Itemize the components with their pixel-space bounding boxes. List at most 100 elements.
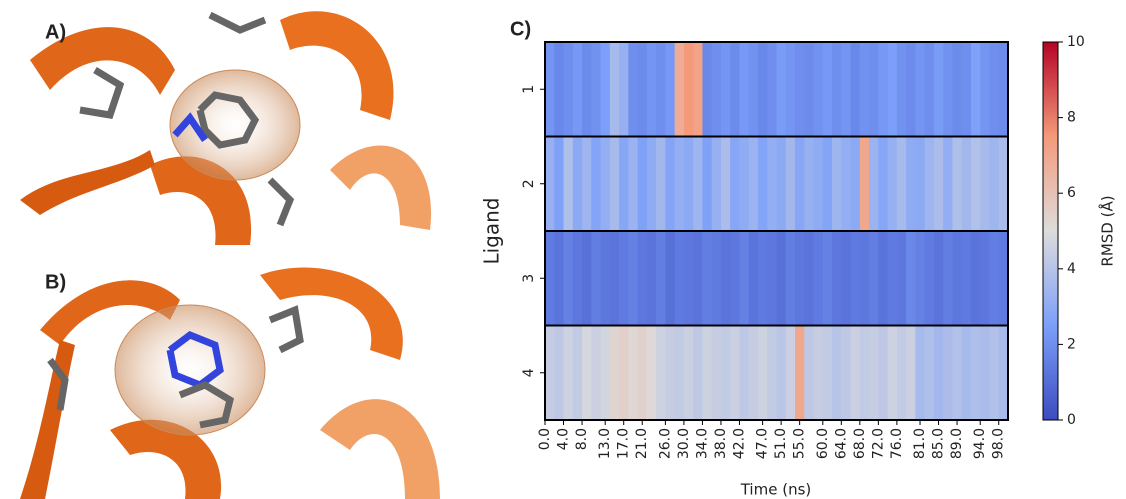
heatmap-cell	[878, 137, 888, 232]
heatmap-cell	[601, 137, 611, 232]
heatmap-cell	[915, 326, 925, 421]
heatmap-cell	[545, 326, 555, 421]
heatmap-cell	[869, 42, 879, 137]
heatmap-cell	[888, 137, 898, 232]
heatmap-cell	[656, 137, 666, 232]
heatmap-cell	[739, 42, 749, 137]
heatmap-cell	[545, 137, 555, 232]
x-tick-label: 81.0	[912, 428, 928, 459]
heatmap-cell	[915, 42, 925, 137]
heatmap-cell	[656, 42, 666, 137]
heatmap-cell	[767, 137, 777, 232]
heatmap-cell	[795, 326, 805, 421]
heatmap-cell	[906, 326, 916, 421]
heatmap-cell	[814, 326, 824, 421]
heatmap-cell	[915, 137, 925, 232]
heatmap-cell	[601, 231, 611, 326]
heatmap-cell	[638, 231, 648, 326]
heatmap-cell	[767, 42, 777, 137]
heatmap-cell	[749, 137, 759, 232]
heatmap-cell	[730, 231, 740, 326]
heatmap-cell	[851, 231, 861, 326]
heatmap-cell	[878, 326, 888, 421]
y-tick-label: 2	[521, 179, 537, 188]
heatmap-cell	[841, 326, 851, 421]
heatmap-cell	[721, 42, 731, 137]
heatmap-cell	[860, 42, 870, 137]
heatmap-cell	[739, 137, 749, 232]
panel-label: C)	[510, 18, 531, 40]
heatmap-cell	[582, 231, 592, 326]
heatmap-cell	[758, 326, 768, 421]
heatmap-cell	[545, 42, 555, 137]
heatmap-cell	[925, 42, 935, 137]
heatmap-cell	[962, 137, 972, 232]
heatmap-cell	[888, 42, 898, 137]
heatmap-cell	[619, 137, 629, 232]
heatmap-cell	[665, 326, 675, 421]
heatmap-cell	[582, 137, 592, 232]
heatmap-cell	[610, 326, 620, 421]
heatmap-cell	[777, 42, 787, 137]
heatmap-cell	[869, 137, 879, 232]
heatmap-cell	[980, 42, 990, 137]
heatmap-cell	[795, 137, 805, 232]
heatmap-cell	[647, 326, 657, 421]
heatmap-cell	[675, 326, 685, 421]
heatmap-cell	[693, 231, 703, 326]
heatmap-cell	[906, 42, 916, 137]
x-tick-label: 85.0	[931, 428, 947, 459]
heatmap-cell	[851, 137, 861, 232]
heatmap-cell	[851, 326, 861, 421]
heatmap-cell	[888, 231, 898, 326]
panel-b-image	[0, 258, 450, 499]
x-tick-label: 17.0	[616, 428, 632, 459]
heatmap-cell	[573, 137, 583, 232]
x-tick-label: 47.0	[755, 428, 771, 459]
heatmap-cell	[934, 231, 944, 326]
heatmap-cell	[878, 231, 888, 326]
heatmap-cell	[739, 231, 749, 326]
x-tick-label: 21.0	[634, 428, 650, 459]
heatmap-cell	[702, 137, 712, 232]
x-tick-label: 89.0	[949, 428, 965, 459]
heatmap-cell	[721, 231, 731, 326]
heatmap-cell	[952, 326, 962, 421]
heatmap-cell	[980, 231, 990, 326]
heatmap-cell	[999, 42, 1009, 137]
heatmap-cell	[878, 42, 888, 137]
heatmap-cell	[591, 231, 601, 326]
heatmap-cell	[628, 326, 638, 421]
y-tick-label: 3	[521, 274, 537, 283]
heatmap-cell	[971, 231, 981, 326]
heatmap-cell	[564, 137, 574, 232]
heatmap-cell	[897, 42, 907, 137]
heatmap-cell	[860, 326, 870, 421]
x-tick-label: 42.0	[731, 428, 747, 459]
colorbar-tick-label: 0	[1067, 412, 1076, 428]
heatmap-cell	[693, 326, 703, 421]
heatmap-cell	[749, 231, 759, 326]
heatmap-cell	[545, 231, 555, 326]
heatmap-cell	[841, 42, 851, 137]
heatmap-cell	[554, 137, 564, 232]
heatmap-cell	[888, 326, 898, 421]
panel-label: A)	[45, 21, 66, 43]
heatmap-cell	[573, 231, 583, 326]
heatmap-cell	[786, 42, 796, 137]
heatmap-cell	[582, 42, 592, 137]
heatmap-cell	[823, 231, 833, 326]
heatmap-cell	[777, 231, 787, 326]
heatmap-cell	[814, 42, 824, 137]
heatmap-cell	[999, 231, 1009, 326]
heatmap-cell	[906, 231, 916, 326]
x-tick-label: 64.0	[833, 428, 849, 459]
heatmap-cell	[786, 137, 796, 232]
heatmap-cell	[989, 137, 999, 232]
heatmap-cell	[943, 326, 953, 421]
heatmap-cell	[832, 137, 842, 232]
heatmap-cell	[554, 326, 564, 421]
heatmap-cell	[971, 326, 981, 421]
heatmap-cell	[721, 137, 731, 232]
heatmap-cell	[591, 42, 601, 137]
